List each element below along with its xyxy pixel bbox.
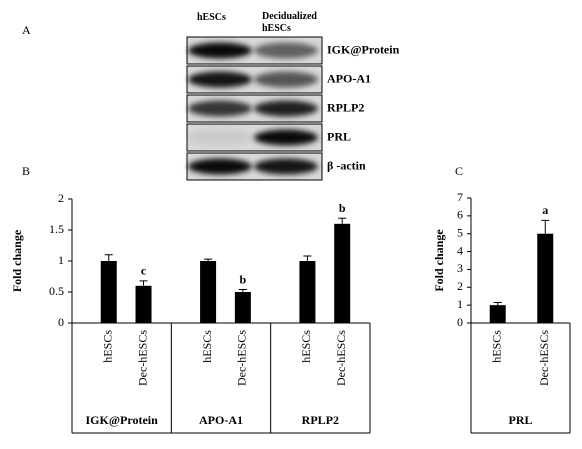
blot-band bbox=[254, 71, 318, 88]
significance-label: a bbox=[542, 203, 548, 217]
y-tick-label: 1 bbox=[457, 297, 463, 311]
y-tick-label: 3 bbox=[457, 261, 463, 275]
y-tick-label: 0.5 bbox=[49, 284, 64, 298]
y-tick-label: 4 bbox=[457, 243, 463, 257]
y-tick-label: 0 bbox=[58, 315, 64, 329]
protein-label: APO-A1 bbox=[327, 71, 371, 85]
group-label: IGK@Protein bbox=[86, 413, 159, 427]
protein-label: PRL bbox=[327, 129, 351, 143]
error-bar bbox=[338, 217, 347, 224]
blot-band bbox=[254, 158, 318, 175]
bar bbox=[299, 261, 316, 323]
group-label: PRL bbox=[509, 413, 533, 427]
group-label: RPLP2 bbox=[302, 413, 339, 427]
bar bbox=[135, 285, 152, 323]
significance-label: b bbox=[240, 272, 247, 286]
blot-band bbox=[254, 42, 318, 59]
protein-label: RPLP2 bbox=[327, 100, 364, 114]
y-tick-label: 2 bbox=[58, 191, 64, 205]
error-bar bbox=[204, 258, 213, 261]
x-tick-label: Dec-hESCs bbox=[135, 330, 149, 386]
error-bar bbox=[238, 289, 247, 292]
significance-label: c bbox=[141, 264, 147, 278]
y-tick-label: 2 bbox=[457, 279, 463, 293]
error-bar bbox=[104, 254, 113, 261]
x-tick-label: Dec-hESCs bbox=[537, 330, 551, 386]
panel-label: A bbox=[22, 23, 31, 37]
x-tick-label: hESCs bbox=[489, 330, 503, 363]
y-tick-label: 1 bbox=[58, 253, 64, 267]
error-bar bbox=[493, 301, 502, 306]
lane-label: hESCs bbox=[197, 12, 226, 23]
blot-band bbox=[188, 100, 252, 117]
y-axis-label: Fold change bbox=[10, 229, 24, 292]
y-tick-label: 0 bbox=[457, 315, 463, 329]
panel-label: B bbox=[22, 164, 30, 178]
bar bbox=[489, 305, 506, 323]
y-tick-label: 7 bbox=[457, 190, 463, 204]
x-tick-label: hESCs bbox=[200, 330, 214, 363]
bar bbox=[537, 233, 554, 323]
y-axis-label: Fold change bbox=[432, 229, 446, 292]
lane-label: Decidualized hESCs bbox=[262, 11, 317, 34]
protein-label: β -actin bbox=[327, 158, 366, 172]
x-tick-label: Dec-hESCs bbox=[235, 330, 249, 386]
error-bar bbox=[139, 280, 148, 286]
bar bbox=[234, 292, 251, 323]
blot-band bbox=[188, 71, 252, 88]
bar bbox=[100, 261, 117, 323]
error-bar bbox=[303, 255, 312, 261]
panel-label: C bbox=[455, 164, 463, 178]
blot-band bbox=[188, 158, 252, 175]
x-tick-label: Dec-hESCs bbox=[334, 330, 348, 386]
x-tick-label: hESCs bbox=[299, 330, 313, 363]
x-tick-label: hESCs bbox=[101, 330, 115, 363]
bar bbox=[334, 223, 351, 323]
blot-band bbox=[188, 129, 252, 146]
bar bbox=[200, 261, 217, 323]
protein-label: IGK@Protein bbox=[327, 42, 400, 56]
blot-band bbox=[254, 129, 318, 146]
y-tick-label: 1.5 bbox=[49, 222, 64, 236]
error-bar bbox=[541, 219, 550, 234]
significance-label: b bbox=[339, 201, 346, 215]
y-tick-label: 5 bbox=[457, 225, 463, 239]
group-label: APO-A1 bbox=[199, 413, 243, 427]
y-tick-label: 6 bbox=[457, 208, 463, 222]
blot-band bbox=[254, 100, 318, 117]
blot-band bbox=[188, 42, 252, 59]
